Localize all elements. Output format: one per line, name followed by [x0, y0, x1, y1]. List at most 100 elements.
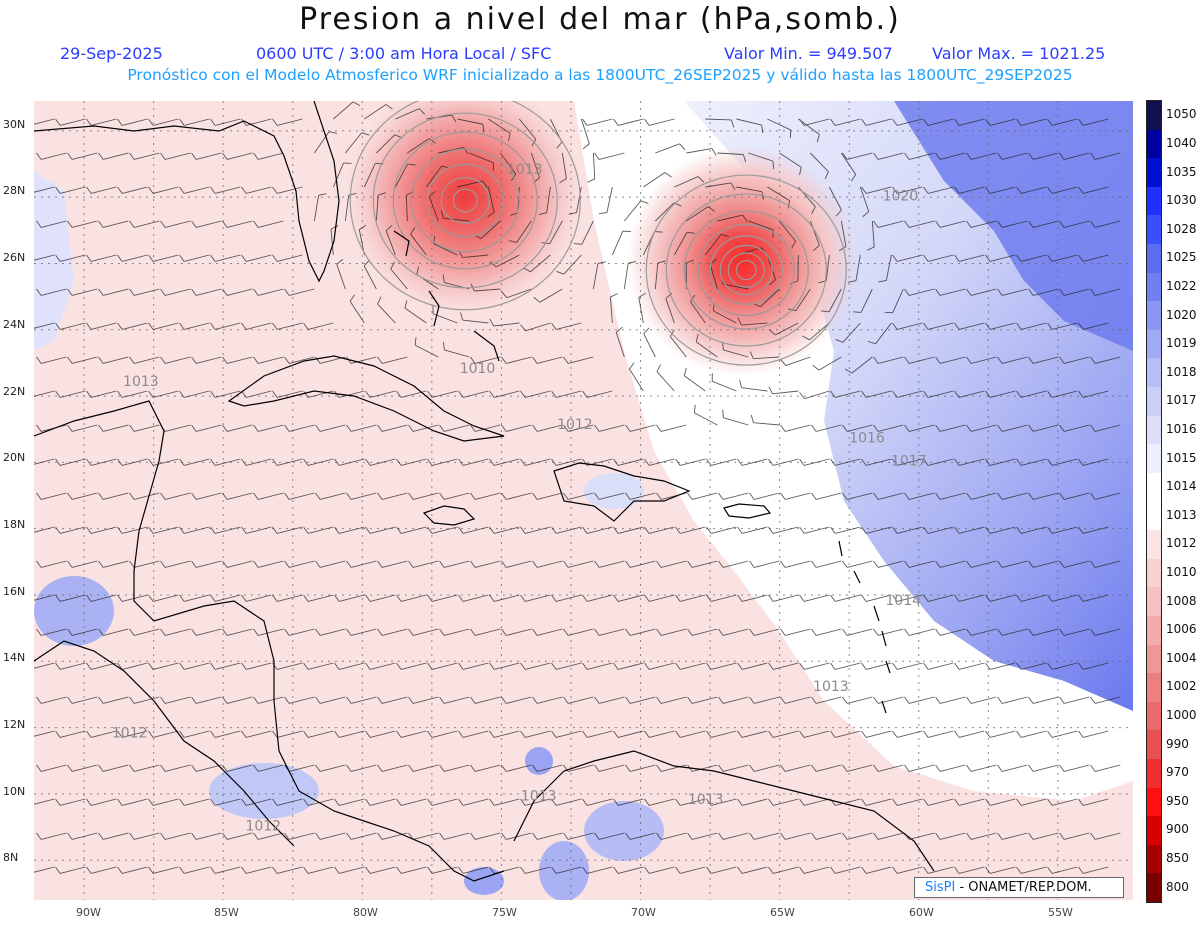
- wind-barb-feather: [935, 628, 941, 636]
- wind-barb-feather: [985, 458, 991, 466]
- wind-barb-feather: [501, 356, 507, 364]
- wind-barb-feather: [594, 696, 600, 704]
- wind-barb: [971, 356, 997, 364]
- wind-barb-feather: [86, 730, 92, 738]
- wind-barb-feather: [1090, 696, 1096, 704]
- wind-barb-feather: [737, 526, 743, 534]
- wind-barb: [196, 220, 222, 228]
- wind-barb-feather: [241, 730, 247, 738]
- wind-barb: [959, 526, 985, 534]
- wind-barb-feather: [904, 628, 910, 636]
- wind-barb-feather: [272, 186, 278, 194]
- wind-barb: [351, 356, 377, 364]
- wind-barb-feather: [334, 662, 340, 670]
- wind-barb-feather: [966, 696, 972, 704]
- wind-barb-feather: [365, 730, 371, 738]
- wind-barb: [320, 628, 346, 636]
- wind-barb-feather: [117, 730, 123, 738]
- wind-barb-feather: [303, 866, 309, 874]
- wind-barb-feather: [520, 866, 526, 874]
- wind-barb: [661, 696, 687, 704]
- wind-barb-feather: [414, 337, 417, 346]
- wind-barb: [816, 424, 842, 432]
- wind-barb-feather: [656, 424, 662, 432]
- wind-barb-feather: [222, 764, 228, 772]
- wind-barb-feather: [520, 662, 526, 670]
- wind-barb: [444, 832, 470, 840]
- wind-barb-feather: [1078, 322, 1084, 330]
- wind-barb: [339, 866, 365, 874]
- wind-barb-feather: [1028, 220, 1034, 228]
- wind-barb-feather: [923, 254, 929, 262]
- wind-barb-feather: [985, 322, 991, 330]
- lat-label-12n: 12N: [3, 718, 26, 731]
- isobar-label: 1020: [883, 188, 919, 204]
- wind-barb-feather: [707, 206, 715, 212]
- wind-barb: [165, 288, 191, 296]
- wind-barb-feather: [830, 730, 836, 738]
- wind-barb: [1083, 526, 1109, 534]
- wind-barb: [990, 798, 1016, 806]
- wind-barb-feather: [842, 560, 848, 568]
- colorbar-label: 1019: [1166, 336, 1197, 351]
- wind-barb: [1052, 730, 1078, 738]
- wind-barb: [382, 356, 408, 364]
- wind-barb: [587, 390, 613, 398]
- wind-barb-feather: [718, 628, 724, 636]
- wind-barb: [320, 832, 346, 840]
- wind-barb-feather: [148, 798, 154, 806]
- wind-barb: [444, 628, 470, 636]
- wind-barb-feather: [148, 390, 154, 398]
- wind-barb-feather: [222, 560, 228, 568]
- wind-barb: [41, 356, 67, 364]
- wind-barb-feather: [458, 866, 464, 874]
- wind-barb: [308, 594, 334, 602]
- wind-barb: [840, 152, 857, 175]
- wind-barb: [587, 118, 613, 126]
- wind-barb-feather: [954, 186, 960, 194]
- wind-barb-feather: [1047, 186, 1053, 194]
- wind-barb: [563, 254, 582, 275]
- wind-barb: [878, 764, 904, 772]
- wind-barb: [308, 798, 334, 806]
- wind-barb: [60, 118, 86, 126]
- wind-barb: [432, 866, 458, 874]
- wind-barb-feather: [1059, 356, 1065, 364]
- wind-barb-feather: [997, 560, 1003, 568]
- wind-barb: [1095, 696, 1121, 704]
- wind-barb-feather: [904, 560, 910, 568]
- wind-barb: [41, 152, 67, 160]
- wind-barb: [712, 380, 737, 392]
- wind-barb-feather: [935, 764, 941, 772]
- wind-barb-feather: [365, 798, 371, 806]
- wind-barb-feather: [842, 696, 848, 704]
- wind-barb-feather: [675, 594, 681, 602]
- wind-barb-feather: [86, 594, 92, 602]
- wind-barb: [623, 263, 629, 290]
- wind-barb: [401, 526, 427, 534]
- wind-barb-feather: [966, 560, 972, 568]
- wind-barb: [618, 118, 644, 126]
- wind-barb-feather: [55, 662, 61, 670]
- wind-barb-feather: [129, 220, 135, 228]
- wind-barb-feather: [385, 104, 393, 110]
- colorbar-segment: [1147, 301, 1161, 331]
- wind-barb-feather: [98, 288, 104, 296]
- wind-barb: [711, 730, 737, 738]
- wind-barb-feather: [1090, 492, 1096, 500]
- wind-barb-feather: [644, 526, 650, 534]
- wind-barb: [289, 288, 315, 296]
- wind-barb: [370, 866, 396, 874]
- wind-barb: [630, 628, 656, 636]
- wind-barb: [72, 152, 98, 160]
- wind-barb: [320, 764, 346, 772]
- wind-barb-feather: [241, 186, 247, 194]
- wind-barb-feather: [811, 206, 816, 214]
- pressure-band-west: [34, 171, 74, 351]
- wind-barb-feather: [501, 696, 507, 704]
- wind-barb: [196, 288, 222, 296]
- wind-barb-feather: [1078, 730, 1084, 738]
- wind-barb-feather: [904, 764, 910, 772]
- wind-barb: [816, 696, 842, 704]
- wind-barb: [835, 118, 861, 126]
